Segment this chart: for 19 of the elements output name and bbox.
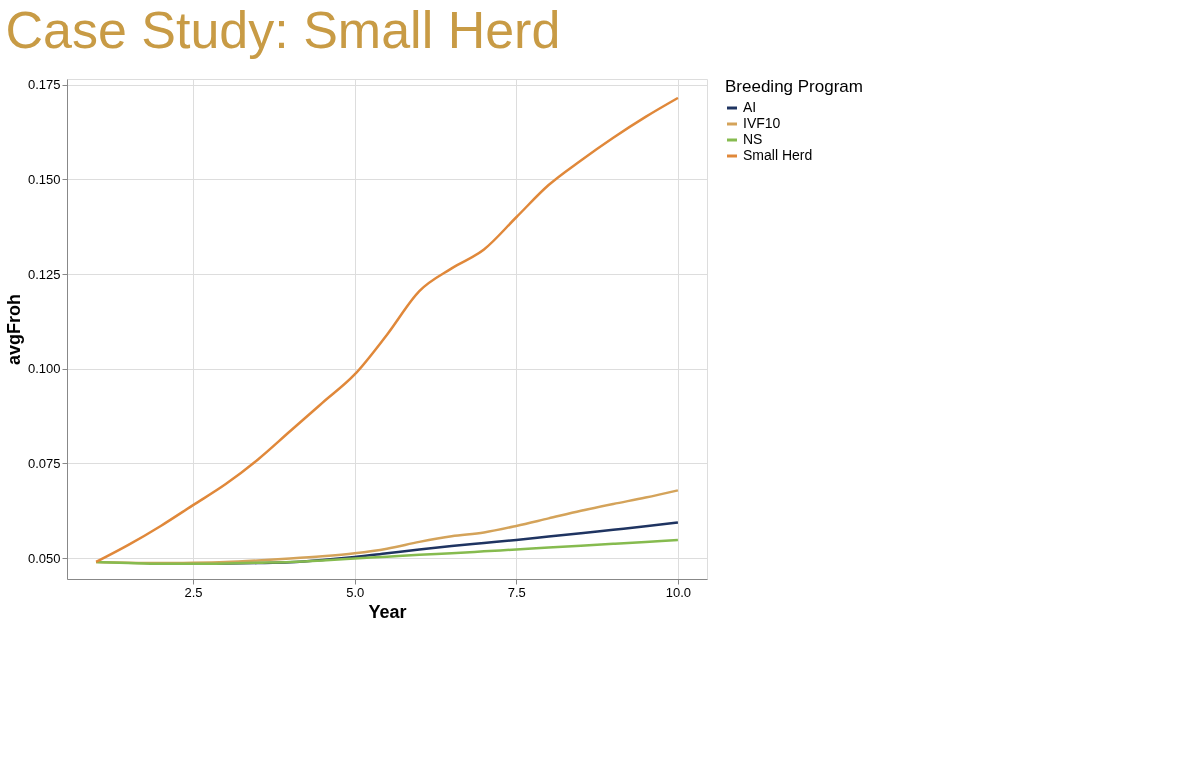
y-axis-title: avgFroh [3, 293, 24, 366]
y-tick-label: 0.150 [27, 171, 61, 187]
y-tick-label: 0.075 [27, 455, 61, 471]
legend-label: AI [743, 99, 757, 115]
chart-title: Case Study: Small Herd [5, 0, 561, 59]
y-tick-label: 0.175 [27, 77, 61, 93]
legend-label: Small Herd [743, 147, 813, 163]
x-tick-label: 7.5 [507, 584, 526, 600]
y-tick-label: 0.050 [27, 550, 61, 566]
legend-label: NS [743, 131, 763, 147]
line-series [94, 96, 680, 564]
y-tick-label: 0.125 [27, 266, 61, 282]
x-tick-label: 2.5 [184, 584, 203, 600]
y-tick-label: 0.100 [27, 361, 61, 377]
legend-label: IVF10 [743, 115, 781, 131]
x-tick-label: 10.0 [665, 584, 692, 600]
legend-title: Breeding Program [725, 77, 863, 96]
x-tick-label: 5.0 [346, 584, 365, 600]
x-axis-title: Year [368, 601, 407, 622]
